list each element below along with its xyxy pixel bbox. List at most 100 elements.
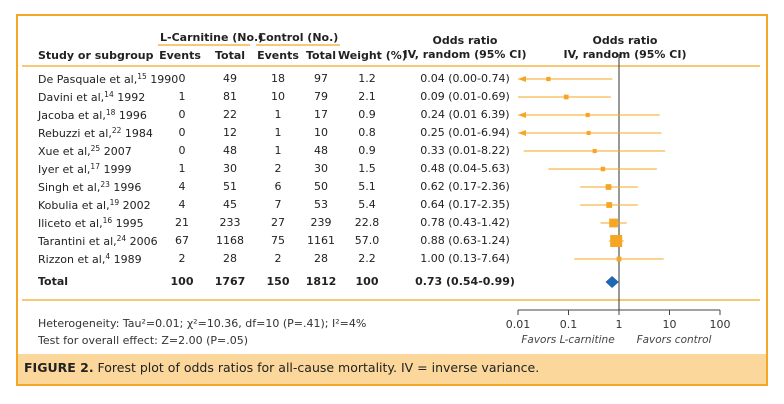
total2-header: Total [305,49,337,62]
total2-cell: 48 [314,144,328,157]
study-year: 1996 [115,109,147,122]
total1-cell: 12 [223,126,237,139]
group2-header: Control (No.) [258,31,339,44]
total2-cell: 1161 [307,234,335,247]
study-name: Rizzon et al,4 1989 [38,252,142,266]
study-ref: 25 [90,144,101,153]
weight-header: Weight (%) [338,49,407,62]
total1-cell: 22 [223,108,237,121]
events1-cell: 0 [178,126,186,139]
total1-cell: 49 [223,72,237,85]
study-ref: 22 [111,126,122,135]
study-author: Rebuzzi et al, [38,127,112,140]
caption-bar: FIGURE 2. Forest plot of odds ratios for… [18,354,766,384]
study-year: 1996 [109,181,142,194]
study-marker [610,235,623,247]
weight-cell: 2.2 [358,252,376,265]
events2-header: Events [257,49,299,62]
plot-title: Odds ratio [592,34,658,47]
or-ci-cell: 0.48 (0.04-5.63) [420,162,510,175]
or-ci-cell: 0.78 (0.43-1.42) [420,216,510,229]
study-column-header: Study or subgroup [38,49,154,62]
or-ci-cell: 0.09 (0.01-0.69) [420,90,510,103]
ci-arrow [518,112,526,118]
events1-cell: 67 [175,234,189,247]
study-author: Rizzon et al, [38,253,106,266]
study-marker [563,94,569,100]
total1-header: Total [214,49,246,62]
study-year: 1989 [110,253,142,266]
study-name: Xue et al,25 2007 [38,144,132,158]
x-tick-label: 1 [616,318,623,331]
total2-cell: 17 [314,108,328,121]
plot-subtitle: IV, random (95% CI) [563,48,687,61]
total1-cell: 1168 [216,234,244,247]
study-author: Tarantini et al, [38,235,117,248]
weight-cell: 5.1 [358,180,376,193]
overall-effect-text: Test for overall effect: Z=2.00 (P=.05) [38,334,249,347]
total2-cell: 97 [314,72,328,85]
events2-cell: 2 [274,162,282,175]
or-ci-cell: 0.04 (0.00-0.74) [420,72,510,85]
events2-cell: 1 [274,108,282,121]
study-ref: 19 [109,198,120,207]
study-name: Jacoba et al,18 1996 [38,108,147,122]
study-ref: 16 [102,216,113,225]
or-ci-cell: 0.88 (0.63-1.24) [420,234,510,247]
total2-cell: 10 [314,126,328,139]
events1-cell: 2 [178,252,186,265]
or-column-subtitle: IV, random (95% CI) [403,48,527,61]
total1-cell: 233 [219,216,241,229]
study-name: Rebuzzi et al,22 1984 [38,126,153,140]
total-total2: 1812 [305,275,337,288]
favors-right-label: Favors control [637,334,712,346]
study-marker [585,112,590,118]
study-author: Singh et al, [38,181,101,194]
weight-cell: 0.9 [358,144,376,157]
events1-cell: 21 [175,216,189,229]
study-author: Kobulia et al, [38,199,110,212]
study-author: Jacoba et al, [38,109,106,122]
total1-cell: 45 [223,198,237,211]
events2-cell: 27 [271,216,285,229]
study-year: 1990 [146,73,179,86]
events1-cell: 4 [178,198,186,211]
events2-cell: 75 [271,234,285,247]
study-marker [606,202,613,208]
events1-cell: 0 [178,144,186,157]
study-marker [609,218,618,228]
x-tick-label: 0.01 [506,318,531,331]
figure-frame: FIGURE 2. Forest plot of odds ratios for… [16,14,768,386]
weight-cell: 5.4 [358,198,376,211]
total-or-ci: 0.73 (0.54-0.99) [415,275,515,288]
favors-left-label: Favors L-carnitine [521,334,614,346]
events1-cell: 4 [178,180,186,193]
study-name: Kobulia et al,19 2002 [38,198,151,212]
study-year: 1984 [121,127,153,140]
x-tick-label: 10 [663,318,677,331]
total1-cell: 28 [223,252,237,265]
study-year: 1992 [113,91,146,104]
figure-caption: FIGURE 2. Forest plot of odds ratios for… [24,360,539,375]
study-ref: 18 [105,108,116,117]
heterogeneity-text: Heterogeneity: Tau²=0.01; χ²=10.36, df=1… [38,317,367,330]
total1-cell: 81 [223,90,237,103]
weight-cell: 0.9 [358,108,376,121]
pooled-diamond [605,276,619,288]
total1-cell: 48 [223,144,237,157]
study-year: 1999 [99,163,132,176]
study-ref: 24 [116,234,127,243]
weight-cell: 0.8 [358,126,376,139]
study-name: De Pasquale et al,15 1990 [38,72,178,86]
total2-cell: 79 [314,90,328,103]
events2-cell: 7 [274,198,282,211]
weight-cell: 57.0 [354,234,380,247]
total2-cell: 50 [314,180,328,193]
study-ref: 15 [137,72,147,81]
events1-header: Events [159,49,201,62]
study-author: Iyer et al, [38,163,91,176]
events2-cell: 10 [271,90,285,103]
weight-cell: 1.2 [358,72,376,85]
total-label: Total [38,275,69,288]
ci-arrow [518,76,526,82]
